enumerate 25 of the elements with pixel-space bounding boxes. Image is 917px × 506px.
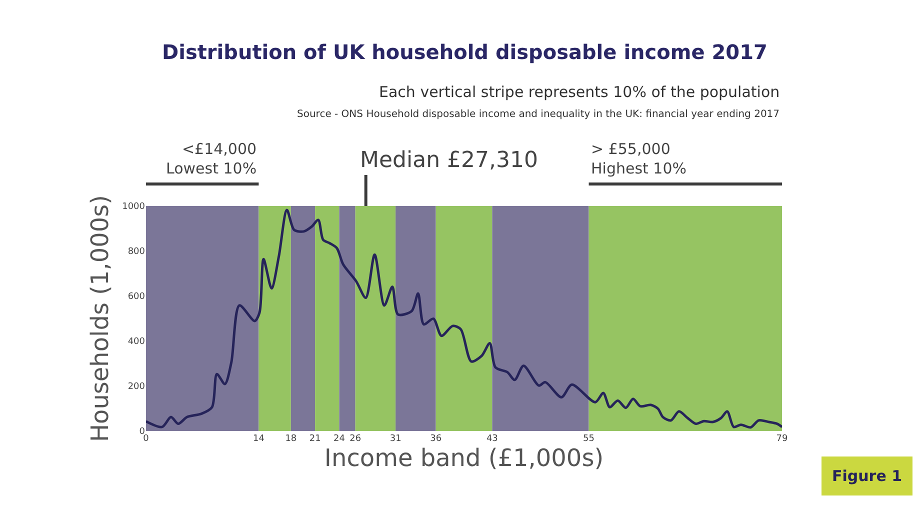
x-axis-title: Income band (£1,000s) [324,444,604,472]
y-tick-label: 800 [128,247,146,258]
y-tick-label: 400 [128,337,146,348]
x-tick-label: 31 [390,434,402,444]
x-tick-label: 36 [430,434,442,444]
chart-title: Distribution of UK household disposable income 2017 [162,40,768,64]
x-tick-label: 26 [350,434,362,444]
caption: Figure 1 [832,467,902,485]
y-tick-label: 1000 [122,202,146,212]
line-series [146,208,782,429]
source-note: Source - ONS Household disposable income and inequality in the UK: financial year ending 2017 [297,109,780,120]
x-tick-label: 14 [252,434,265,444]
x-tick-label: 43 [486,434,498,444]
ref-line-label: Median £27,310 [360,148,538,173]
x-tick-label: 24 [333,434,346,444]
y-axis-title: Households (1,000s) [86,194,114,442]
y-tick-label: 200 [128,382,146,392]
chart-subtitle: Each vertical stripe represents 10% of the population [379,83,780,101]
x-tick-label: 79 [776,434,788,444]
x-tick-label: 55 [583,434,595,444]
text: <£14,000 Lowest 10% [166,140,257,178]
x-tick-label: 18 [285,434,297,444]
y-tick-label: 600 [128,292,146,302]
text: > £55,000 Highest 10% [591,140,687,178]
x-tick-label: 21 [309,434,321,444]
